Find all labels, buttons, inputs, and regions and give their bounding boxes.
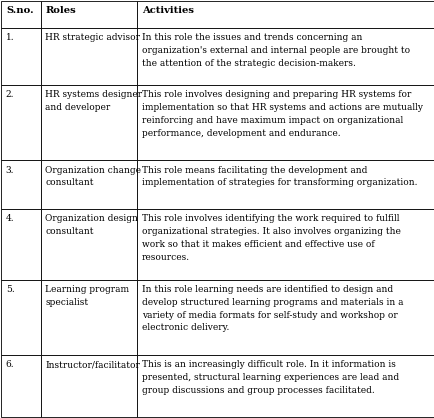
Bar: [1, 355, 41, 417]
Bar: [137, 355, 433, 417]
Text: This role means facilitating the development and
implementation of strategies fo: This role means facilitating the develop…: [141, 166, 416, 187]
Bar: [137, 280, 433, 355]
Text: HR strategic advisor: HR strategic advisor: [46, 33, 140, 42]
Text: 5.: 5.: [6, 285, 14, 294]
Bar: [1, 1, 41, 28]
Text: In this role learning needs are identified to design and
develop structured lear: In this role learning needs are identifi…: [141, 285, 402, 332]
Bar: [41, 85, 137, 161]
Text: This role involves designing and preparing HR systems for
implementation so that: This role involves designing and prepari…: [141, 90, 421, 138]
Text: HR systems designer
and developer: HR systems designer and developer: [46, 90, 142, 112]
Bar: [41, 28, 137, 85]
Text: 4.: 4.: [6, 214, 14, 223]
Text: In this role the issues and trends concerning an
organization's external and int: In this role the issues and trends conce…: [141, 33, 409, 68]
Text: Activities: Activities: [142, 6, 194, 15]
Bar: [41, 1, 137, 28]
Text: Organization design
consultant: Organization design consultant: [46, 214, 138, 236]
Text: Learning program
specialist: Learning program specialist: [46, 285, 129, 307]
Bar: [137, 28, 433, 85]
Text: Instructor/facilitator: Instructor/facilitator: [46, 360, 140, 369]
Text: 2.: 2.: [6, 90, 14, 99]
Text: Roles: Roles: [46, 6, 76, 15]
Bar: [1, 280, 41, 355]
Bar: [137, 161, 433, 209]
Text: Organization change
consultant: Organization change consultant: [46, 166, 141, 187]
Bar: [1, 209, 41, 280]
Bar: [41, 209, 137, 280]
Bar: [1, 85, 41, 161]
Text: This is an increasingly difficult role. In it information is
presented, structur: This is an increasingly difficult role. …: [141, 360, 398, 395]
Text: 3.: 3.: [6, 166, 14, 175]
Text: 6.: 6.: [6, 360, 14, 369]
Text: 1.: 1.: [6, 33, 14, 42]
Bar: [1, 28, 41, 85]
Bar: [137, 1, 433, 28]
Bar: [41, 355, 137, 417]
Bar: [1, 161, 41, 209]
Bar: [137, 209, 433, 280]
Text: S.no.: S.no.: [6, 6, 34, 15]
Bar: [137, 85, 433, 161]
Text: This role involves identifying the work required to fulfill
organizational strat: This role involves identifying the work …: [141, 214, 399, 262]
Bar: [41, 280, 137, 355]
Bar: [41, 161, 137, 209]
